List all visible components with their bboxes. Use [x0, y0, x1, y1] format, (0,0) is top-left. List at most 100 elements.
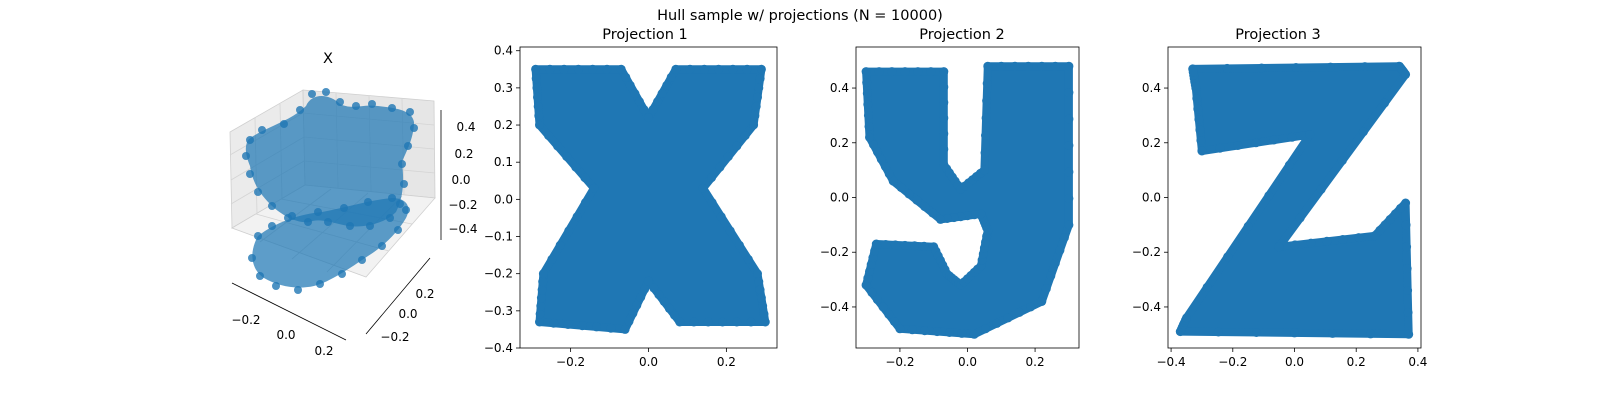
cloud-3d-lower	[252, 198, 409, 288]
scatter-point	[743, 254, 753, 264]
scatter-point	[537, 285, 547, 295]
scatter-point	[246, 136, 254, 144]
scatter-point	[1188, 67, 1198, 77]
projection-1-title: Projection 1	[602, 27, 688, 43]
y-tick-label: 0.0	[830, 191, 849, 205]
scatter-point	[535, 317, 544, 327]
y-tick-label: −0.2	[484, 267, 513, 281]
scatter-point	[689, 317, 699, 327]
scatter-point	[296, 106, 304, 114]
x3d-tick-1: 0.0	[276, 328, 295, 342]
scatter-point	[992, 318, 1002, 328]
scatter-point	[869, 140, 878, 150]
scatter-point	[649, 283, 659, 293]
scatter-point	[863, 110, 873, 120]
scatter-point	[703, 317, 713, 327]
scatter-point	[874, 67, 884, 77]
axes-3d-edges	[231, 110, 442, 341]
scatter-point	[644, 276, 653, 286]
scatter-point	[900, 67, 910, 77]
scatter-point	[1202, 282, 1212, 292]
scatter-point	[718, 317, 727, 327]
scatter-point	[963, 211, 972, 221]
scatter-point	[1401, 198, 1411, 208]
scatter-point	[755, 74, 765, 84]
y-tick-label: 0.4	[830, 81, 849, 95]
scatter-point	[996, 61, 1006, 71]
scatter-point	[749, 120, 759, 130]
scatter-point	[1195, 125, 1205, 135]
scatter-point	[936, 214, 945, 224]
scatter-point	[644, 113, 653, 123]
scatter-point	[294, 286, 302, 294]
scatter-point	[398, 160, 406, 168]
scatter-point	[949, 213, 959, 223]
scatter-point	[714, 64, 724, 74]
scatter-point	[538, 269, 548, 279]
scatter-point	[657, 89, 667, 98]
scatter-point	[1326, 62, 1335, 72]
scatter-point	[388, 104, 396, 112]
y-tick-label: −0.1	[484, 230, 513, 244]
scatter-point	[620, 324, 630, 334]
x-tick-label: −0.2	[885, 355, 914, 369]
scatter-point	[404, 142, 412, 150]
scatter-point	[322, 88, 330, 96]
scatter-point	[1215, 143, 1225, 153]
scatter-point	[662, 80, 672, 90]
scatter-point	[533, 102, 543, 111]
y-tick-label: 0.2	[1142, 136, 1161, 150]
scatter-point	[1354, 233, 1364, 243]
x3d-tick-0: −0.2	[231, 313, 260, 327]
scatter-point	[1284, 160, 1294, 170]
y-tick-label: 0.4	[1142, 81, 1161, 95]
scatter-point	[670, 310, 679, 320]
scatter-point	[1257, 63, 1267, 73]
y-tick-label: 0.0	[494, 192, 513, 206]
scatter-point	[939, 67, 949, 77]
scatter-point	[910, 241, 920, 251]
scatter-point	[1222, 63, 1232, 73]
y3d-tick-0: −0.2	[380, 330, 409, 344]
scatter-point	[698, 183, 708, 193]
scatter-point	[881, 240, 891, 249]
figure-suptitle: Hull sample w/ projections (N = 10000)	[657, 8, 943, 24]
x3d-tick-2: 0.2	[314, 344, 333, 358]
scatter-point	[707, 173, 716, 183]
y-tick-label: −0.4	[1132, 300, 1161, 314]
x-tick-label: 0.2	[1347, 355, 1366, 369]
scatter-point	[1064, 220, 1074, 230]
scatter-point	[366, 222, 374, 230]
projection-3-title: Projection 3	[1235, 27, 1321, 43]
scatter-point	[1403, 286, 1413, 295]
scatter-point	[982, 79, 992, 88]
scatter-point	[314, 208, 322, 216]
scatter-point	[654, 290, 664, 300]
scatter-point	[740, 131, 750, 141]
scatter-point	[895, 324, 905, 334]
scatter-point	[942, 214, 952, 223]
projection-1-yticks: −0.4 −0.3 −0.2 −0.1 0.0 0.1 0.2 0.3 0.4	[484, 44, 520, 355]
scatter-point	[1243, 221, 1253, 231]
scatter-point	[1269, 135, 1279, 145]
scatter-point	[1316, 184, 1326, 194]
projection-1-xticks: −0.2 0.0 0.2	[556, 348, 736, 369]
scatter-point	[981, 113, 991, 123]
scatter-point	[378, 242, 386, 250]
scatter-point	[878, 302, 888, 312]
scatter-point	[1328, 328, 1338, 338]
scatter-point	[1059, 233, 1069, 243]
scatter-point	[728, 64, 738, 74]
scatter-point	[634, 97, 644, 106]
scatter-point	[1050, 258, 1060, 268]
y-tick-label: 0.4	[494, 44, 513, 58]
y3d-tick-1: 0.0	[398, 307, 417, 321]
scatter-point	[592, 322, 602, 332]
scatter-point	[939, 82, 949, 92]
scatter-point	[589, 183, 599, 193]
scatter-point	[254, 232, 262, 240]
x-tick-label: 0.0	[639, 355, 658, 369]
scatter-point	[581, 198, 590, 207]
scatter-point	[553, 141, 563, 151]
scatter-point	[868, 253, 878, 263]
